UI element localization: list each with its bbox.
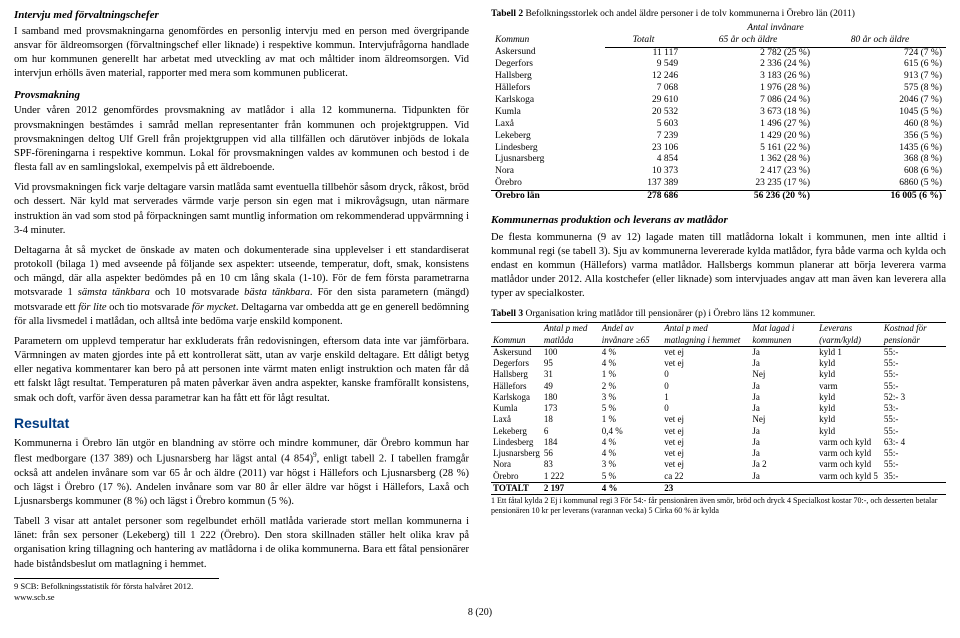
footnote: 9 SCB: Befolkningsstatistik för första h… bbox=[14, 578, 219, 604]
table-row-total: Örebro län278 68656 236 (20 %)16 005 (6 … bbox=[491, 191, 946, 203]
th-kommun: Kommun bbox=[491, 23, 605, 47]
th: Andel av invånare ≥65 bbox=[600, 323, 662, 347]
para-res2: Tabell 3 visar att antalet personer som … bbox=[14, 515, 469, 572]
para-prov3: Deltagarna åt så mycket de önskade av ma… bbox=[14, 244, 469, 329]
table-row: Lekeberg7 2391 429 (20 %)356 (5 %) bbox=[491, 131, 946, 143]
table-row: Askersund11 1172 782 (25 %)724 (7 %) bbox=[491, 47, 946, 59]
table-row: Degerfors9 5492 336 (24 %)615 (6 %) bbox=[491, 59, 946, 71]
table-row: Nora833 %vet ejJa 2varm och kyld55:- bbox=[491, 459, 946, 470]
heading-result: Resultat bbox=[14, 414, 469, 433]
table-row: Örebro137 38923 235 (17 %)6860 (5 %) bbox=[491, 178, 946, 190]
table2: Kommun Antal invånare Totalt 65 år och ä… bbox=[491, 23, 946, 203]
table-row: Degerfors954 %vet ejJakyld55:- bbox=[491, 358, 946, 369]
th: Mat lagad i kommunen bbox=[750, 323, 817, 347]
right-column: Tabell 2 Befolkningsstorlek och andel äl… bbox=[491, 8, 946, 604]
table-row: Hällefors7 0681 976 (28 %)575 (8 %) bbox=[491, 83, 946, 95]
table-row: Örebro1 2225 %ca 22Javarm och kyld 535:- bbox=[491, 471, 946, 483]
table-row: Laxå181 %vet ejNejkyld55:- bbox=[491, 414, 946, 425]
heading-intervju: Intervju med förvaltningschefer bbox=[14, 8, 469, 23]
th-80: 80 år och äldre bbox=[814, 35, 946, 47]
para-prov1: Under våren 2012 genomfördes provsmaknin… bbox=[14, 104, 469, 175]
table-row: Lindesberg1844 %vet ejJavarm och kyld63:… bbox=[491, 437, 946, 448]
table-row-total: TOTALT2 1974 %23 bbox=[491, 482, 946, 494]
table-row: Lekeberg60,4 %vet ejJakyld55:- bbox=[491, 426, 946, 437]
th: Antal p med matlagning i hemmet bbox=[662, 323, 750, 347]
page-number: 8 (20) bbox=[14, 606, 946, 620]
table3: KommunAntal p med matlådaAndel av invåna… bbox=[491, 322, 946, 495]
para-prod: De flesta kommunerna (9 av 12) lagade ma… bbox=[491, 231, 946, 302]
table-row: Kumla20 5323 673 (18 %)1045 (5 %) bbox=[491, 107, 946, 119]
th-totalt: Totalt bbox=[605, 35, 682, 47]
table-row: Kumla1735 %0Jakyld53:- bbox=[491, 403, 946, 414]
table-row: Hallsberg12 2463 183 (26 %)913 (7 %) bbox=[491, 71, 946, 83]
table-row: Ljusnarsberg564 %vet ejJavarm och kyld55… bbox=[491, 448, 946, 459]
th-antal: Antal invånare bbox=[605, 23, 946, 35]
heading-prod: Kommunernas produktion och leverans av m… bbox=[491, 213, 946, 228]
table-row: Karlskoga29 6107 086 (24 %)2046 (7 %) bbox=[491, 95, 946, 107]
table3-footnote: 1 Ett fåtal kylda 2 Ej i kommunal regi 3… bbox=[491, 496, 946, 515]
table-row: Hallsberg311 %0Nejkyld55:- bbox=[491, 369, 946, 380]
para-prov2: Vid provsmakningen fick varje deltagare … bbox=[14, 181, 469, 238]
th: Antal p med matlåda bbox=[542, 323, 600, 347]
para-prov4: Parametern om upplevd temperatur har exk… bbox=[14, 335, 469, 406]
th-65: 65 år och äldre bbox=[682, 35, 814, 47]
th: Leverans (varm/kyld) bbox=[817, 323, 882, 347]
table-row: Hällefors492 %0Javarm55:- bbox=[491, 381, 946, 392]
th: Kostnad för pensionär bbox=[882, 323, 946, 347]
th: Kommun bbox=[491, 323, 542, 347]
table-row: Askersund1004 %vet ejJakyld 155:- bbox=[491, 346, 946, 358]
para-res1: Kommunerna i Örebro län utgör en blandni… bbox=[14, 437, 469, 509]
table2-caption: Tabell 2 Befolkningsstorlek och andel äl… bbox=[491, 8, 946, 21]
para-intervju: I samband med provsmakningarna genomförd… bbox=[14, 25, 469, 82]
left-column: Intervju med förvaltningschefer I samban… bbox=[14, 8, 469, 604]
heading-provsmak: Provsmakning bbox=[14, 88, 469, 103]
table-row: Nora10 3732 417 (23 %)608 (6 %) bbox=[491, 166, 946, 178]
table3-caption: Tabell 3 Organisation kring matlådor til… bbox=[491, 308, 946, 321]
table-row: Laxå5 6031 496 (27 %)460 (8 %) bbox=[491, 119, 946, 131]
table-row: Ljusnarsberg4 8541 362 (28 %)368 (8 %) bbox=[491, 154, 946, 166]
table-row: Karlskoga1803 %1Jakyld52:- 3 bbox=[491, 392, 946, 403]
table-row: Lindesberg23 1065 161 (22 %)1435 (6 %) bbox=[491, 143, 946, 155]
